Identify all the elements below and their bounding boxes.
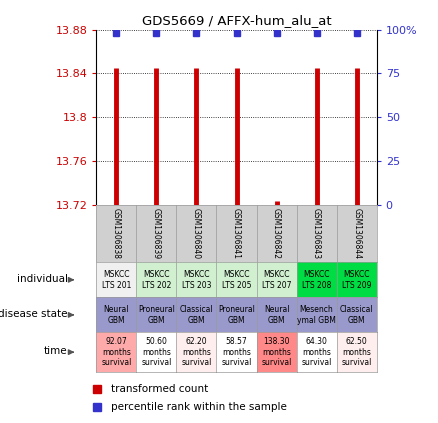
Text: Classical
GBM: Classical GBM (340, 305, 374, 324)
Text: GSM1306842: GSM1306842 (272, 208, 281, 259)
Text: GSM1306841: GSM1306841 (232, 208, 241, 259)
Text: 62.50
months
survival: 62.50 months survival (342, 337, 372, 367)
Text: individual: individual (17, 274, 68, 284)
Text: GSM1306838: GSM1306838 (112, 208, 121, 259)
Text: Neural
GBM: Neural GBM (104, 305, 129, 324)
Text: Mesench
ymal GBM: Mesench ymal GBM (297, 305, 336, 324)
Text: Proneural
GBM: Proneural GBM (218, 305, 255, 324)
Text: 58.57
months
survival: 58.57 months survival (221, 337, 252, 367)
Text: GSM1306840: GSM1306840 (192, 208, 201, 259)
Text: 138.30
months
survival: 138.30 months survival (261, 337, 292, 367)
Text: transformed count: transformed count (110, 384, 208, 394)
Text: MSKCC
LTS 209: MSKCC LTS 209 (342, 270, 371, 289)
Text: time: time (44, 346, 68, 356)
Text: GSM1306843: GSM1306843 (312, 208, 321, 259)
Text: MSKCC
LTS 207: MSKCC LTS 207 (262, 270, 291, 289)
Text: 92.07
months
survival: 92.07 months survival (101, 337, 131, 367)
Text: GSM1306844: GSM1306844 (352, 208, 361, 259)
Text: Proneural
GBM: Proneural GBM (138, 305, 175, 324)
Text: 64.30
months
survival: 64.30 months survival (301, 337, 332, 367)
Text: 50.60
months
survival: 50.60 months survival (141, 337, 172, 367)
Text: MSKCC
LTS 205: MSKCC LTS 205 (222, 270, 251, 289)
Text: MSKCC
LTS 202: MSKCC LTS 202 (142, 270, 171, 289)
Title: GDS5669 / AFFX-hum_alu_at: GDS5669 / AFFX-hum_alu_at (142, 14, 331, 27)
Text: GSM1306839: GSM1306839 (152, 208, 161, 259)
Text: MSKCC
LTS 208: MSKCC LTS 208 (302, 270, 331, 289)
Text: Classical
GBM: Classical GBM (180, 305, 213, 324)
Text: percentile rank within the sample: percentile rank within the sample (110, 402, 286, 412)
Text: MSKCC
LTS 201: MSKCC LTS 201 (102, 270, 131, 289)
Text: Neural
GBM: Neural GBM (264, 305, 290, 324)
Text: 62.20
months
survival: 62.20 months survival (181, 337, 212, 367)
Text: MSKCC
LTS 203: MSKCC LTS 203 (182, 270, 211, 289)
Text: disease state: disease state (0, 309, 68, 319)
